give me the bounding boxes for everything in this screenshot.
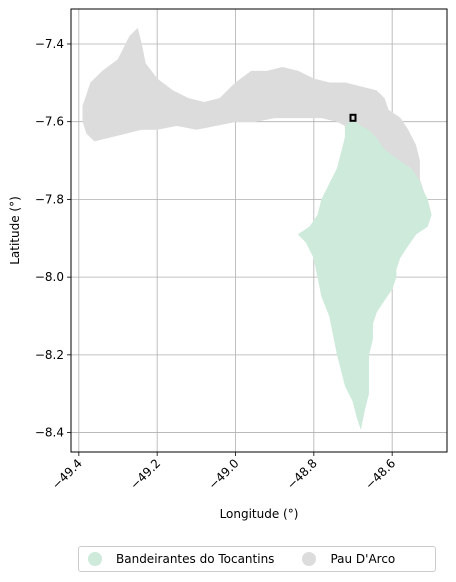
y-tick-label-2: −7.8 <box>35 192 64 206</box>
legend-swatch-bandeirantes <box>88 552 102 566</box>
legend: Bandeirantes do Tocantins Pau D'Arco <box>78 546 436 572</box>
markers <box>349 113 357 122</box>
legend-label-bandeirantes: Bandeirantes do Tocantins <box>116 552 275 566</box>
y-tick-label-1: −7.6 <box>35 115 64 129</box>
regions <box>82 27 432 430</box>
legend-item-bandeirantes: Bandeirantes do Tocantins <box>88 552 274 566</box>
y-ticks: −7.4 −7.6 −7.8 −8.0 −8.2 −8.4 <box>35 37 71 440</box>
legend-item-pau-darco: Pau D'Arco <box>302 552 395 566</box>
y-axis-label: Latitude (°) <box>8 196 22 265</box>
x-tick-label-0: −49.4 <box>49 456 85 492</box>
plot-frame <box>70 8 448 453</box>
x-tick-label-1: −49.2 <box>127 456 163 492</box>
x-tick-label-4: −48.6 <box>362 456 398 492</box>
region-pau-darco <box>82 27 424 192</box>
y-tick-label-4: −8.2 <box>35 348 64 362</box>
y-tick-label-0: −7.4 <box>35 37 64 51</box>
x-tick-label-2: −49.0 <box>206 456 242 492</box>
y-tick-label-3: −8.0 <box>35 270 64 284</box>
map-plot: −49.4 −49.2 −49.0 −48.8 −48.6 −7.4 −7.6 −7.8 −8… <box>8 8 448 521</box>
legend-swatch-pau-darco <box>302 552 317 566</box>
x-axis-label: Longitude (°) <box>220 507 299 521</box>
y-tick-label-5: −8.4 <box>35 426 64 440</box>
city-marker <box>349 113 357 122</box>
legend-label-pau-darco: Pau D'Arco <box>330 552 396 566</box>
x-tick-label-3: −48.8 <box>284 456 320 492</box>
x-ticks: −49.4 −49.2 −49.0 −48.8 −48.6 <box>49 452 398 492</box>
